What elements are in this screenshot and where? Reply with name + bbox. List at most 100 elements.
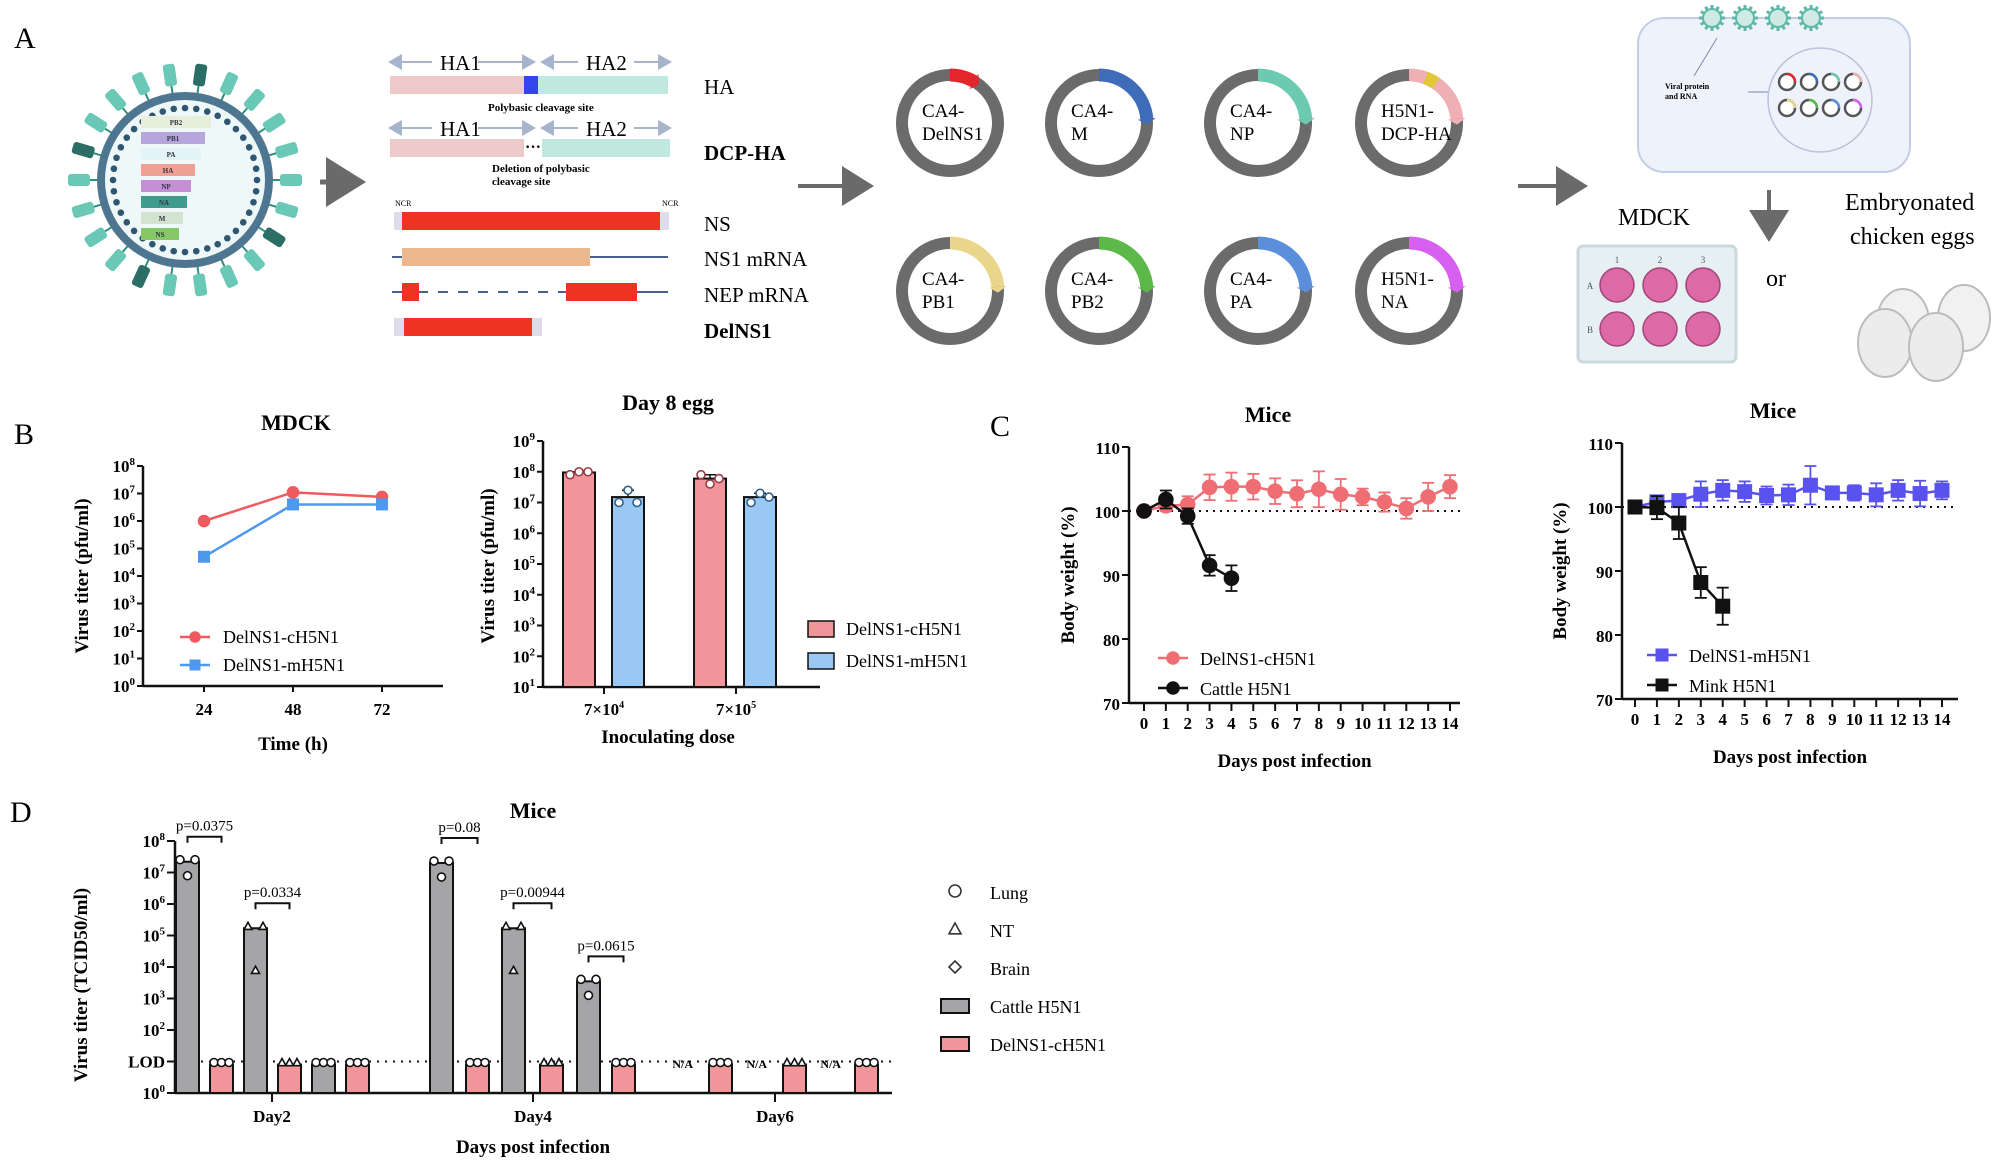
gene-segment-label: PB2 xyxy=(170,119,183,127)
replicate-point xyxy=(576,974,586,985)
hemagglutinin-spike-icon xyxy=(105,88,127,111)
replicate-point xyxy=(796,1056,808,1067)
y-tick-label: 103 xyxy=(513,616,536,636)
replicate-point xyxy=(614,497,624,508)
replicate-point xyxy=(632,497,642,508)
mini-plasmids xyxy=(1777,72,1863,118)
deletion-label-line1: Deletion of polybasic xyxy=(492,163,590,175)
plasmid-label-line1: H5N1- xyxy=(1381,101,1434,122)
y-tick-label: 108 xyxy=(113,456,136,476)
replicate-point xyxy=(429,856,439,866)
legend-marker xyxy=(1655,678,1669,692)
y-axis-label: Body weight (%) xyxy=(1550,502,1571,639)
y-tick-label: 110 xyxy=(1095,439,1120,458)
gene-segment xyxy=(141,228,179,240)
replicate-point xyxy=(515,920,527,931)
replicate-point xyxy=(591,974,601,985)
x-tick-label: 12 xyxy=(1398,714,1415,733)
chart-title: Day 8 egg xyxy=(622,390,714,415)
gene-segment xyxy=(141,116,211,128)
chart-egg: Day 8 egg 101 102 103 104 105 106 107 108 109 7×10… xyxy=(478,390,968,748)
neuraminidase-spike-icon xyxy=(131,264,151,288)
replicate-point xyxy=(190,854,200,865)
arrowhead-icon xyxy=(1296,286,1315,293)
x-tick-label: 8 xyxy=(1315,714,1324,733)
x-tick-label: 72 xyxy=(374,700,391,719)
x-tick-label: 7 xyxy=(1293,714,1302,733)
x-tick-label: 14 xyxy=(1934,710,1952,729)
y-tick-label: 102 xyxy=(143,1020,166,1040)
y-tick-label: 104 xyxy=(513,585,536,605)
x-tick-label: 9 xyxy=(1336,714,1345,733)
bar xyxy=(243,927,268,1094)
y-tick-label: 101 xyxy=(113,649,136,669)
not-available-label: N/A xyxy=(672,1057,693,1071)
x-tick-label: 1 xyxy=(1653,710,1662,729)
data-point xyxy=(1715,598,1731,614)
y-tick-label: 90 xyxy=(1596,563,1613,582)
plasmid-label-line2: PB2 xyxy=(1071,292,1104,313)
data-point xyxy=(1354,489,1371,505)
plasmid: CA4-M xyxy=(1045,68,1156,177)
data-point xyxy=(1267,483,1283,499)
x-tick-label: 11 xyxy=(1376,714,1392,733)
hemagglutinin-spike-icon xyxy=(84,227,108,248)
replicate-point xyxy=(574,466,584,477)
hemagglutinin-spike-icon xyxy=(219,264,239,288)
y-tick-label: 90 xyxy=(1103,567,1120,586)
legend-label: DelNS1-cH5N1 xyxy=(223,627,339,647)
chart-title: Mice xyxy=(1750,398,1797,423)
y-tick-label: 104 xyxy=(143,957,166,977)
virion-icon xyxy=(1798,5,1824,31)
ha2-bar xyxy=(538,76,668,94)
legend-label: DelNS1-mH5N1 xyxy=(846,651,968,671)
replicate-point xyxy=(764,492,774,502)
plasmid: H5N1-NA xyxy=(1355,236,1466,345)
data-point xyxy=(1223,570,1240,587)
data-point xyxy=(1398,500,1415,517)
plasmid-label-line1: CA4- xyxy=(1071,269,1113,290)
replicate-point xyxy=(291,1056,303,1067)
neuraminidase-spike-icon xyxy=(71,142,95,159)
significance-bracket xyxy=(587,955,625,963)
x-tick-label: 7 xyxy=(1784,710,1793,729)
virion-illustration: PB2 PB1 PA HA NP NA M NS xyxy=(68,63,302,297)
gene-segment-label: M xyxy=(159,215,166,223)
data-point xyxy=(1671,515,1687,531)
virion-icon xyxy=(1699,5,1725,31)
eggs-label-line2: chicken eggs xyxy=(1850,224,1975,250)
y-tick-label: 70 xyxy=(1103,695,1120,714)
plate-column-label: 2 xyxy=(1658,255,1663,265)
panel-letter-d: D xyxy=(10,796,32,829)
hemagglutinin-spike-icon xyxy=(243,88,265,111)
replicate-point xyxy=(553,1056,565,1067)
y-tick-label: 105 xyxy=(143,926,166,946)
y-tick-label: 106 xyxy=(113,511,136,531)
panel-letter-a: A xyxy=(14,22,36,55)
plasmid-insert-arc xyxy=(1408,236,1464,288)
data-point xyxy=(1846,485,1862,501)
x-tick-label: 5 xyxy=(1740,710,1749,729)
x-tick-label: 14 xyxy=(1442,714,1460,733)
hemagglutinin-spike-icon xyxy=(262,112,286,133)
gene-segment-label: PB1 xyxy=(167,135,180,143)
data-point xyxy=(1781,487,1796,503)
data-point xyxy=(1332,486,1349,503)
chart-mice-titer: Mice 100 LOD 102 103 104 105 106 107 108 Day2 Day4 D… xyxy=(71,798,1106,1158)
data-point xyxy=(1223,478,1240,495)
y-tick-label: 103 xyxy=(143,989,166,1009)
bar xyxy=(465,1063,490,1094)
budding-virions xyxy=(1699,5,1824,31)
bar xyxy=(611,496,645,689)
panel-letter-c: C xyxy=(990,410,1010,443)
data-point xyxy=(198,550,210,563)
bar xyxy=(693,477,727,688)
data-point xyxy=(1693,486,1709,502)
data-point xyxy=(1136,503,1152,519)
y-tick-label: 101 xyxy=(513,677,536,697)
x-tick-label: 9 xyxy=(1828,710,1837,729)
plasmid-label-line2: PA xyxy=(1230,292,1253,313)
virion-icon xyxy=(1732,5,1758,31)
hemagglutinin-spike-icon xyxy=(280,174,302,186)
y-tick-label: 70 xyxy=(1596,691,1613,710)
